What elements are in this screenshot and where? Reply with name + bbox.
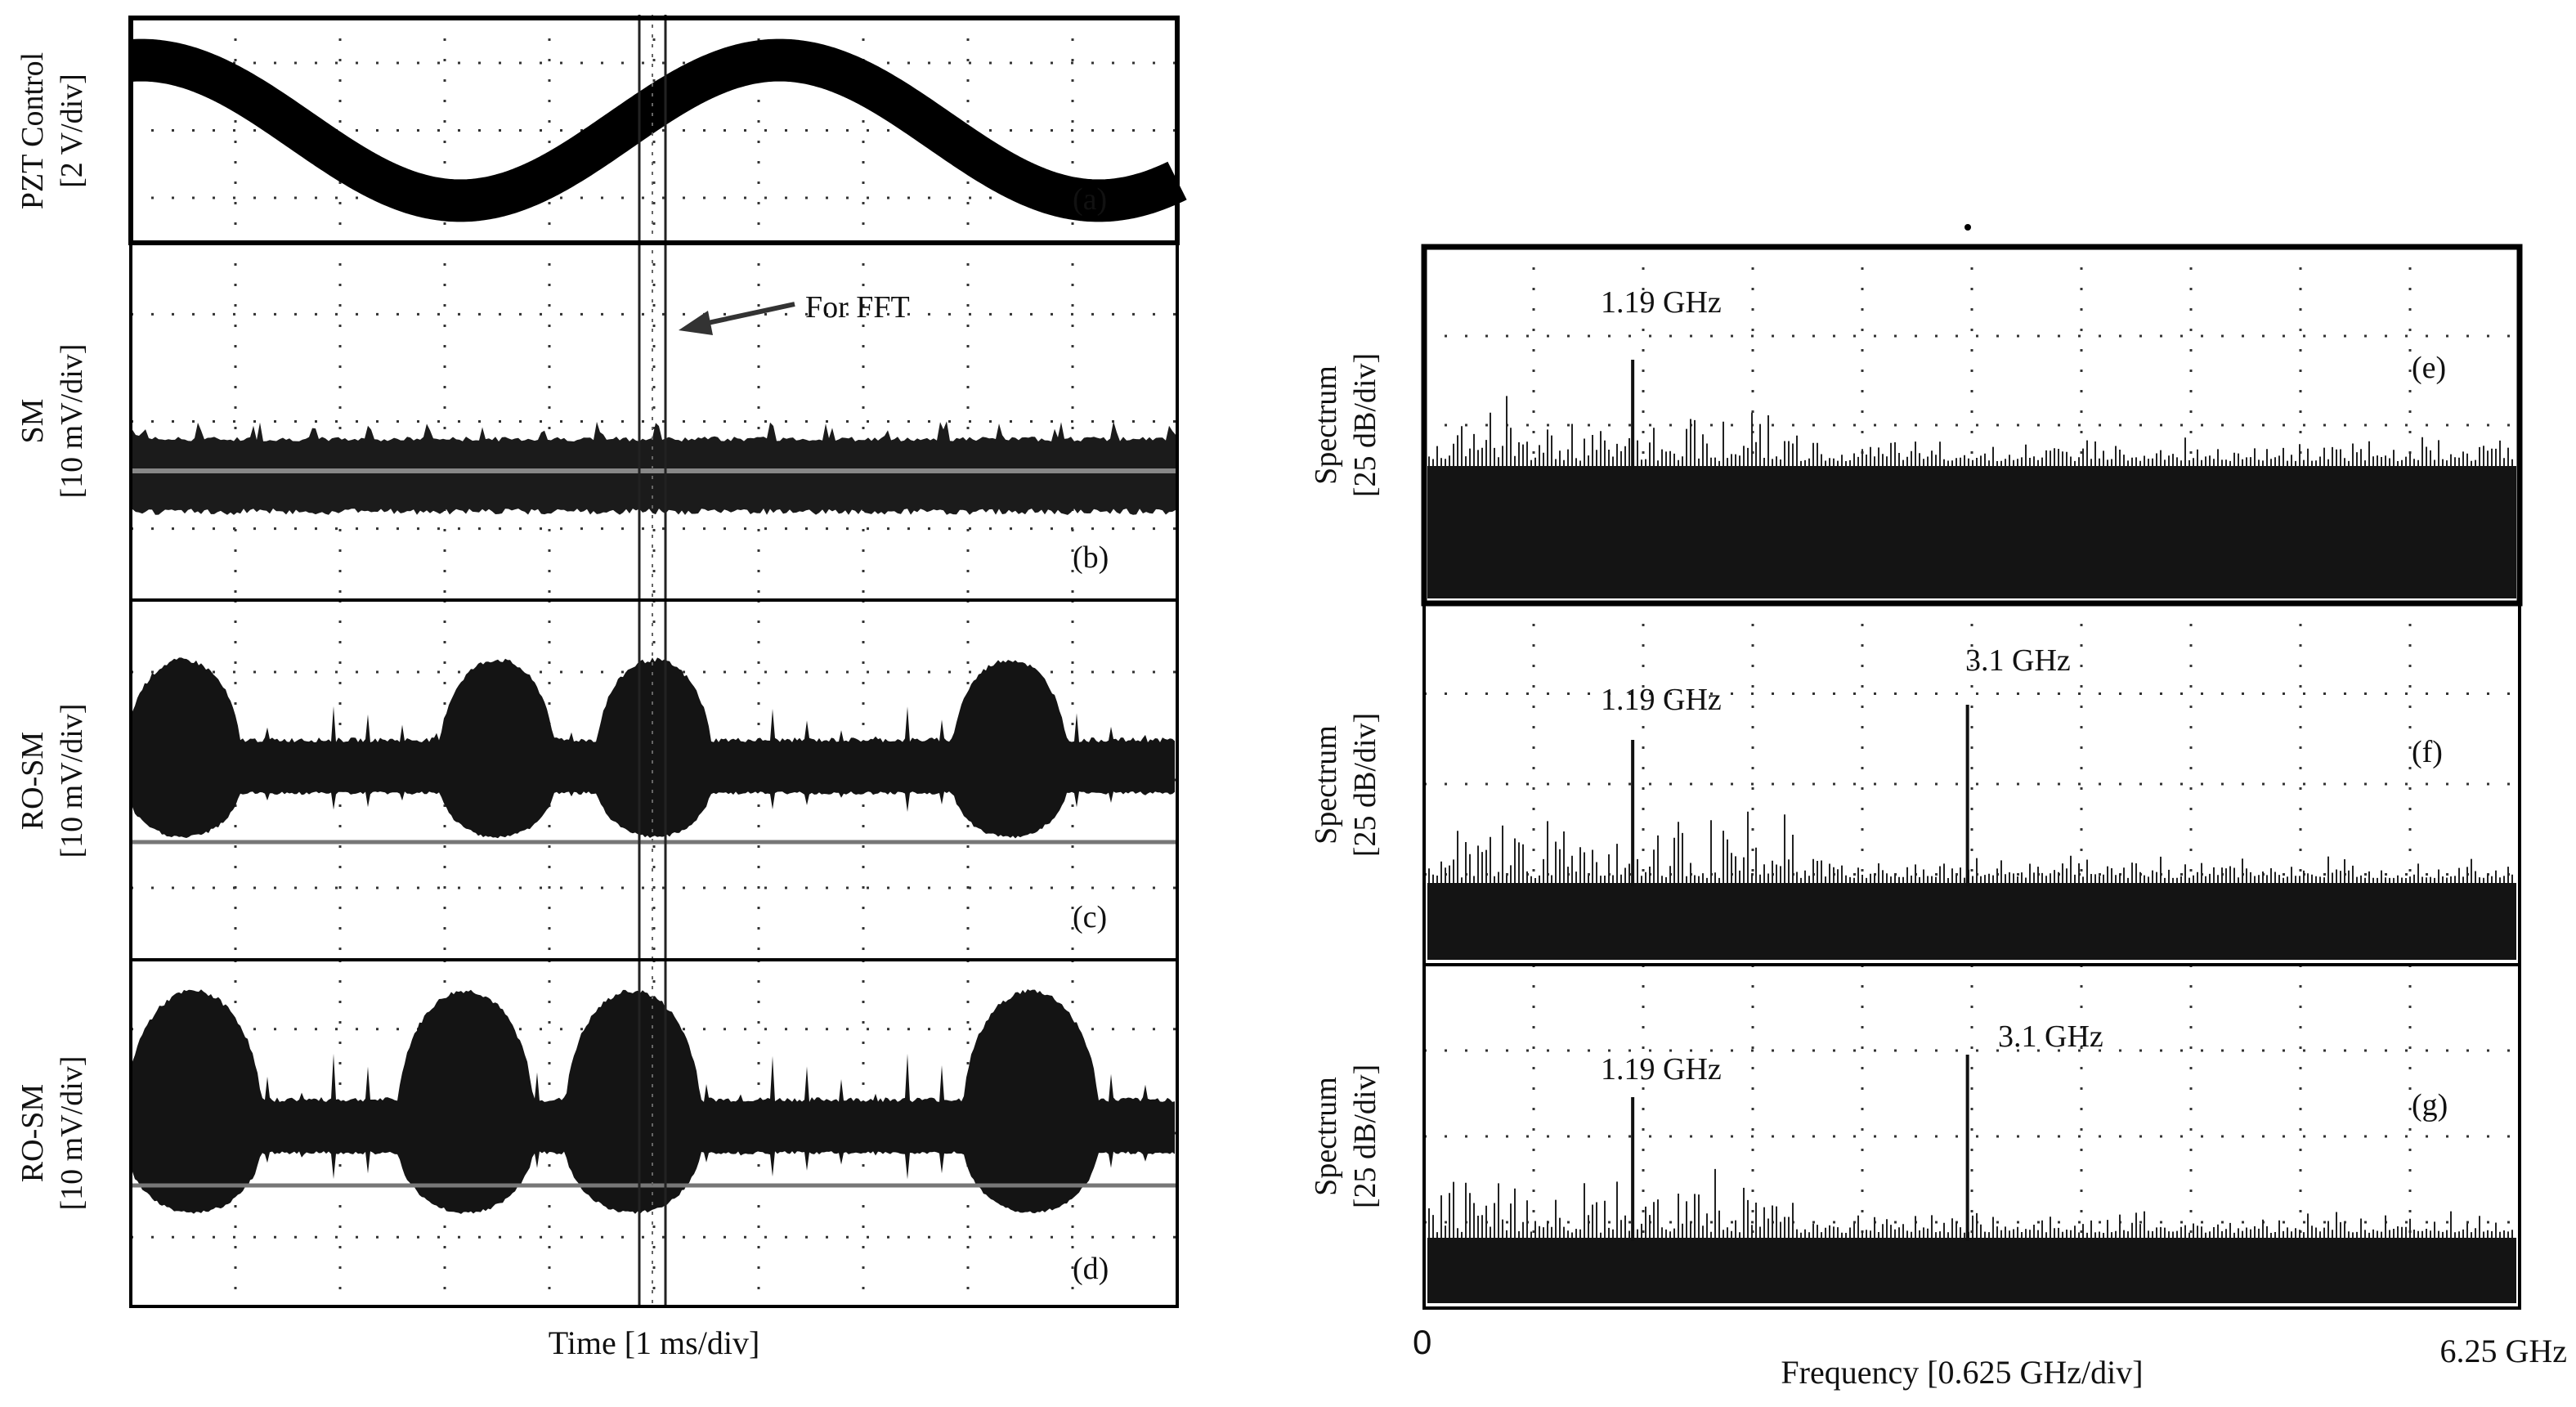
panel-f-ylabel-1: Spectrum bbox=[1309, 725, 1343, 845]
right-grid bbox=[1424, 247, 2520, 1308]
panel-d-ylabel-1: RO-SM bbox=[16, 1084, 50, 1182]
sm-trace bbox=[132, 421, 1176, 515]
ro-sm-trace-c bbox=[132, 657, 1175, 839]
panel-c-ylabel-2: [10 mV/div] bbox=[55, 704, 89, 858]
panel-e-peak-1-label: 1.19 GHz bbox=[1601, 285, 1722, 320]
panel-d-tag: (d) bbox=[1073, 1252, 1109, 1286]
spectrum-f-floor bbox=[1427, 883, 2516, 960]
panel-b-ylabel-2: [10 mV/div] bbox=[55, 344, 89, 499]
panel-b-ylabel-1: SM bbox=[16, 399, 50, 444]
spectrum-e-floor bbox=[1427, 466, 2516, 598]
panel-e-ylabel-1: Spectrum bbox=[1309, 365, 1343, 485]
spectrum-e-grass bbox=[1428, 396, 2513, 466]
x-end-label: 6.25 GHz bbox=[2439, 1333, 2567, 1369]
right-xlabel: Frequency [0.625 GHz/div] bbox=[1781, 1354, 2143, 1391]
pzt-control-trace bbox=[112, 38, 1196, 222]
panel-e-ylabel-2: [25 dB/div] bbox=[1348, 353, 1382, 497]
panel-c-ylabel-1: RO-SM bbox=[16, 732, 50, 830]
panel-d-ylabel-2: [10 mV/div] bbox=[55, 1056, 89, 1211]
panel-b-tag: (b) bbox=[1073, 540, 1109, 575]
x-start-label: 0 bbox=[1413, 1323, 1431, 1361]
left-traces bbox=[112, 38, 1196, 1214]
panel-a-ylabel-2: [2 V/div] bbox=[55, 74, 89, 188]
ro-sm-trace-d bbox=[132, 989, 1175, 1214]
right-figure: (e) (f) (g) 1.19 GHz 1.19 GHz 3.1 GHz 1.… bbox=[1309, 224, 2567, 1391]
panel-a-ylabel-1: PZT Control bbox=[16, 52, 50, 210]
panel-g-ylabel-2: [25 dB/div] bbox=[1348, 1064, 1382, 1208]
spectrum-f-grass bbox=[1428, 811, 2513, 883]
panel-f-peak-2-label: 3.1 GHz bbox=[1965, 643, 2071, 678]
panel-g-peak-1-label: 1.19 GHz bbox=[1601, 1052, 1722, 1087]
left-figure: (a) (b) (c) (d) PZT Control [2 V/div] SM… bbox=[16, 15, 1196, 1361]
top-marker-dot bbox=[1964, 224, 1971, 231]
fft-arrow-shaft bbox=[696, 302, 795, 328]
panel-f-tag: (f) bbox=[2412, 735, 2443, 769]
left-xlabel: Time [1 ms/div] bbox=[549, 1324, 760, 1361]
panel-b-frame bbox=[129, 241, 1179, 602]
panel-d-frame bbox=[129, 958, 1179, 1308]
panel-f-peak-1-label: 1.19 GHz bbox=[1601, 683, 1722, 717]
right-traces bbox=[1427, 360, 2516, 1303]
panel-f-ylabel-2: [25 dB/div] bbox=[1348, 713, 1382, 857]
panel-g-frame bbox=[1422, 963, 2521, 1310]
panel-c-tag: (c) bbox=[1073, 900, 1107, 934]
panel-g-ylabel-1: Spectrum bbox=[1309, 1077, 1343, 1196]
panel-g-peak-2-label: 3.1 GHz bbox=[1998, 1019, 2103, 1054]
panel-g-tag: (g) bbox=[2412, 1088, 2448, 1122]
panel-e-tag: (e) bbox=[2412, 351, 2446, 385]
fft-annotation: For FFT bbox=[805, 290, 910, 325]
spectrum-g-grass bbox=[1428, 1168, 2513, 1238]
panel-a-tag: (a) bbox=[1073, 182, 1107, 217]
fft-arrow-head bbox=[679, 311, 713, 335]
spectrum-g-floor bbox=[1427, 1238, 2516, 1303]
